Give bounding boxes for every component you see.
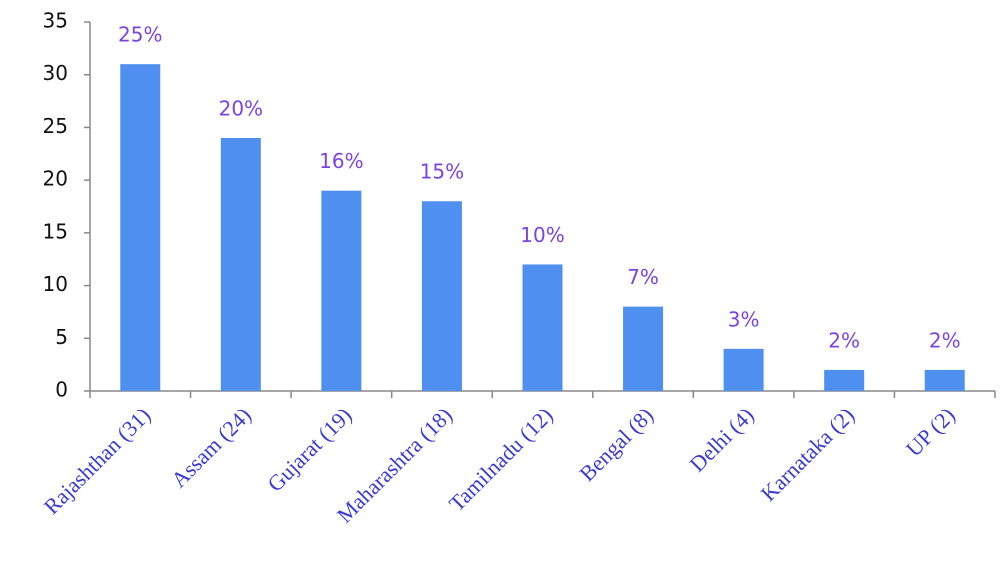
bar [623, 306, 664, 391]
data-label: 3% [728, 307, 760, 331]
y-tick-label: 5 [55, 325, 68, 349]
x-tick-label: Karnataka (2) [756, 402, 860, 506]
y-tick-label: 0 [55, 378, 68, 402]
data-label: 2% [929, 328, 961, 352]
bar [421, 201, 462, 391]
data-label: 7% [627, 265, 659, 289]
data-label: 2% [828, 328, 860, 352]
x-tick-label: Rajashthan (31) [39, 402, 156, 519]
y-tick-label: 20 [43, 167, 68, 191]
data-label: 15% [420, 160, 464, 184]
x-tick-label: UP (2) [901, 402, 960, 461]
bar [824, 369, 865, 391]
data-label: 25% [118, 23, 162, 47]
x-tick-label: Tamilnadu (12) [444, 402, 558, 516]
bar [220, 137, 261, 391]
bar [120, 64, 161, 392]
y-tick-label: 25 [43, 114, 68, 138]
data-label: 20% [219, 96, 263, 120]
x-tick-label: Assam (24) [166, 402, 256, 492]
y-tick-label: 30 [43, 61, 68, 85]
x-tick-label: Gujarat (19) [262, 402, 356, 496]
data-label: 10% [520, 223, 564, 247]
bar [522, 264, 563, 391]
x-tick-label: Delhi (4) [684, 402, 758, 476]
bar [924, 369, 965, 391]
y-tick-label: 15 [43, 219, 68, 243]
x-tick-label: Bengal (8) [574, 402, 658, 486]
y-tick-label: 35 [43, 9, 68, 33]
data-label: 16% [319, 149, 363, 173]
y-tick-label: 10 [43, 272, 68, 296]
bar [723, 348, 764, 391]
bar [321, 190, 362, 391]
